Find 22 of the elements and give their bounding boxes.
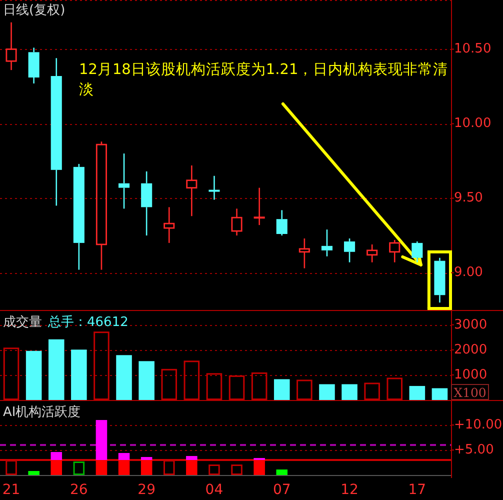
title: 成交量 bbox=[3, 315, 42, 330]
ytick-label: 3000 bbox=[454, 317, 488, 332]
ytick-label: 9.50 bbox=[454, 190, 483, 206]
xtick-label: 21 bbox=[2, 482, 20, 498]
ylabel: X100 bbox=[454, 385, 486, 400]
ytick-label: 1000 bbox=[454, 367, 488, 382]
xtick-label: 29 bbox=[138, 482, 156, 498]
xtick-label: 12 bbox=[340, 482, 358, 498]
title: 日线(复权) bbox=[3, 3, 66, 18]
xtick-label: 17 bbox=[408, 482, 426, 498]
ytick-label: +5.00 bbox=[454, 442, 494, 458]
ytick-label: 9.00 bbox=[454, 265, 483, 280]
xtick-label: 04 bbox=[205, 482, 224, 498]
title: AI机构活跃度 bbox=[3, 405, 81, 420]
ytick-label: +10.00 bbox=[454, 418, 502, 432]
ytick-label: 10.50 bbox=[454, 42, 492, 57]
subtitle: 总手：46612 bbox=[48, 315, 128, 330]
xtick-label: 07 bbox=[272, 482, 291, 498]
annotation: 12月18日该股机构活跃度为1.21，日内机构表现非常清淡 bbox=[79, 62, 448, 98]
ytick-label: 2000 bbox=[454, 342, 488, 358]
ytick-label: 10.00 bbox=[454, 116, 492, 132]
xtick-label: 26 bbox=[70, 482, 88, 498]
